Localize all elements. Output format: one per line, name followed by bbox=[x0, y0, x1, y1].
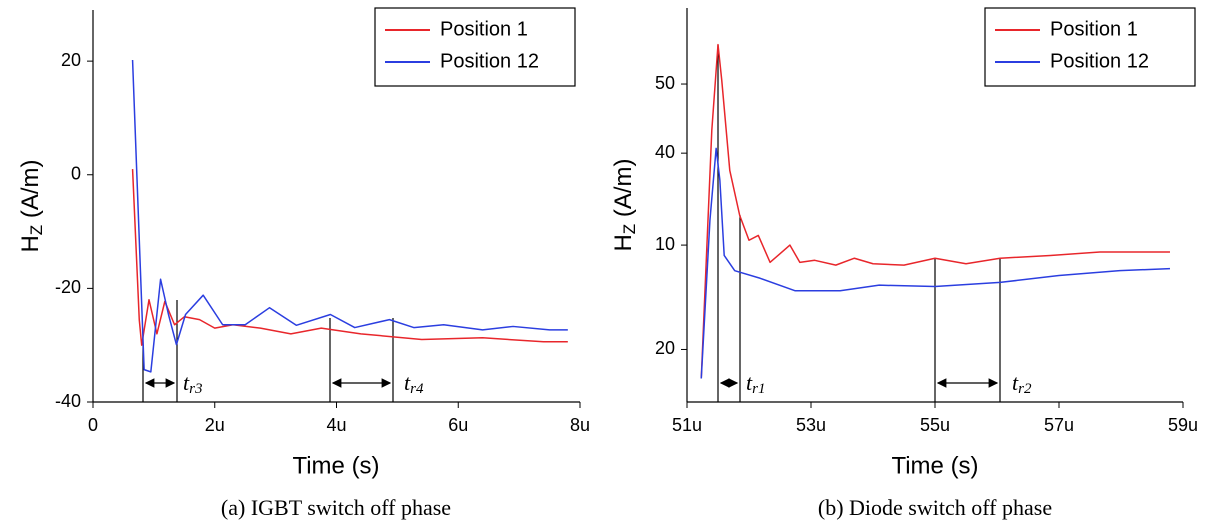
caption: (b) Diode switch off phase bbox=[818, 495, 1052, 520]
y-tick-label: 10 bbox=[655, 234, 675, 254]
series-line bbox=[700, 147, 1171, 379]
y-axis-title-unit: (A/m) bbox=[17, 159, 44, 224]
annotation: tr2 bbox=[1012, 370, 1032, 397]
annotation: tr1 bbox=[746, 370, 765, 397]
annotation-sub: r1 bbox=[752, 381, 765, 397]
y-axis-title: HZ (A/m) bbox=[17, 159, 46, 252]
caption: (a) IGBT switch off phase bbox=[221, 495, 451, 520]
legend: Position 1 Position 12 bbox=[984, 7, 1196, 87]
annotation-sub: r4 bbox=[410, 381, 424, 397]
legend-label: Position 1 bbox=[440, 18, 528, 40]
x-tick-label: 57u bbox=[1044, 415, 1074, 435]
x-tick-label: 51u bbox=[672, 415, 702, 435]
legend-label: Position 12 bbox=[1050, 50, 1149, 72]
annotation: tr3 bbox=[183, 370, 202, 397]
y-axis-title: HZ (A/m) bbox=[610, 158, 639, 251]
y-axis-title-sub: Z bbox=[27, 225, 46, 235]
x-axis-title: Time (s) bbox=[891, 452, 978, 479]
y-tick-label: 50 bbox=[655, 73, 675, 93]
x-tick-label: 55u bbox=[920, 415, 950, 435]
legend-box bbox=[984, 7, 1196, 87]
y-tick-label: 40 bbox=[655, 142, 675, 162]
y-axis-title-main: H bbox=[17, 235, 44, 252]
x-axis-title: Time (s) bbox=[292, 452, 379, 479]
annotation-text: t bbox=[404, 370, 411, 395]
y-axis-title-main: H bbox=[610, 234, 637, 251]
y-axis-title-sub: Z bbox=[620, 224, 639, 234]
series-line bbox=[131, 59, 568, 373]
annotation: tr4 bbox=[404, 370, 424, 397]
y-tick-label: 20 bbox=[655, 338, 675, 358]
x-tick-label: 4u bbox=[326, 415, 346, 435]
y-tick-label: -40 bbox=[55, 391, 81, 411]
legend: Position 1 Position 12 bbox=[374, 7, 576, 87]
annotation-text: t bbox=[746, 370, 753, 395]
legend-box bbox=[374, 7, 576, 87]
series-line bbox=[131, 169, 568, 346]
y-tick-label: 0 bbox=[71, 164, 81, 184]
chart: -40 -20 0 20 0 2u 4u 6u 8u Time (s) HZ (A/m) (a) IG… bbox=[17, 7, 590, 520]
series-line bbox=[700, 43, 1170, 379]
legend-label: Position 12 bbox=[440, 50, 539, 72]
x-tick-label: 6u bbox=[448, 415, 468, 435]
annotation-text: t bbox=[1012, 370, 1019, 395]
x-tick-label: 2u bbox=[205, 415, 225, 435]
y-tick-label: -20 bbox=[55, 277, 81, 297]
x-tick-label: 59u bbox=[1168, 415, 1198, 435]
annotation-text: t bbox=[183, 370, 190, 395]
annotation-lines bbox=[142, 45, 1001, 402]
legend-label: Position 1 bbox=[1050, 18, 1138, 40]
x-tick-label: 0 bbox=[88, 415, 98, 435]
x-tick-label: 53u bbox=[796, 415, 826, 435]
x-tick-label: 8u bbox=[570, 415, 590, 435]
annotation-sub: r3 bbox=[189, 381, 202, 397]
y-tick-label: 20 bbox=[61, 50, 81, 70]
annotation-sub: r2 bbox=[1018, 381, 1032, 397]
y-axis-title-unit: (A/m) bbox=[610, 158, 637, 223]
